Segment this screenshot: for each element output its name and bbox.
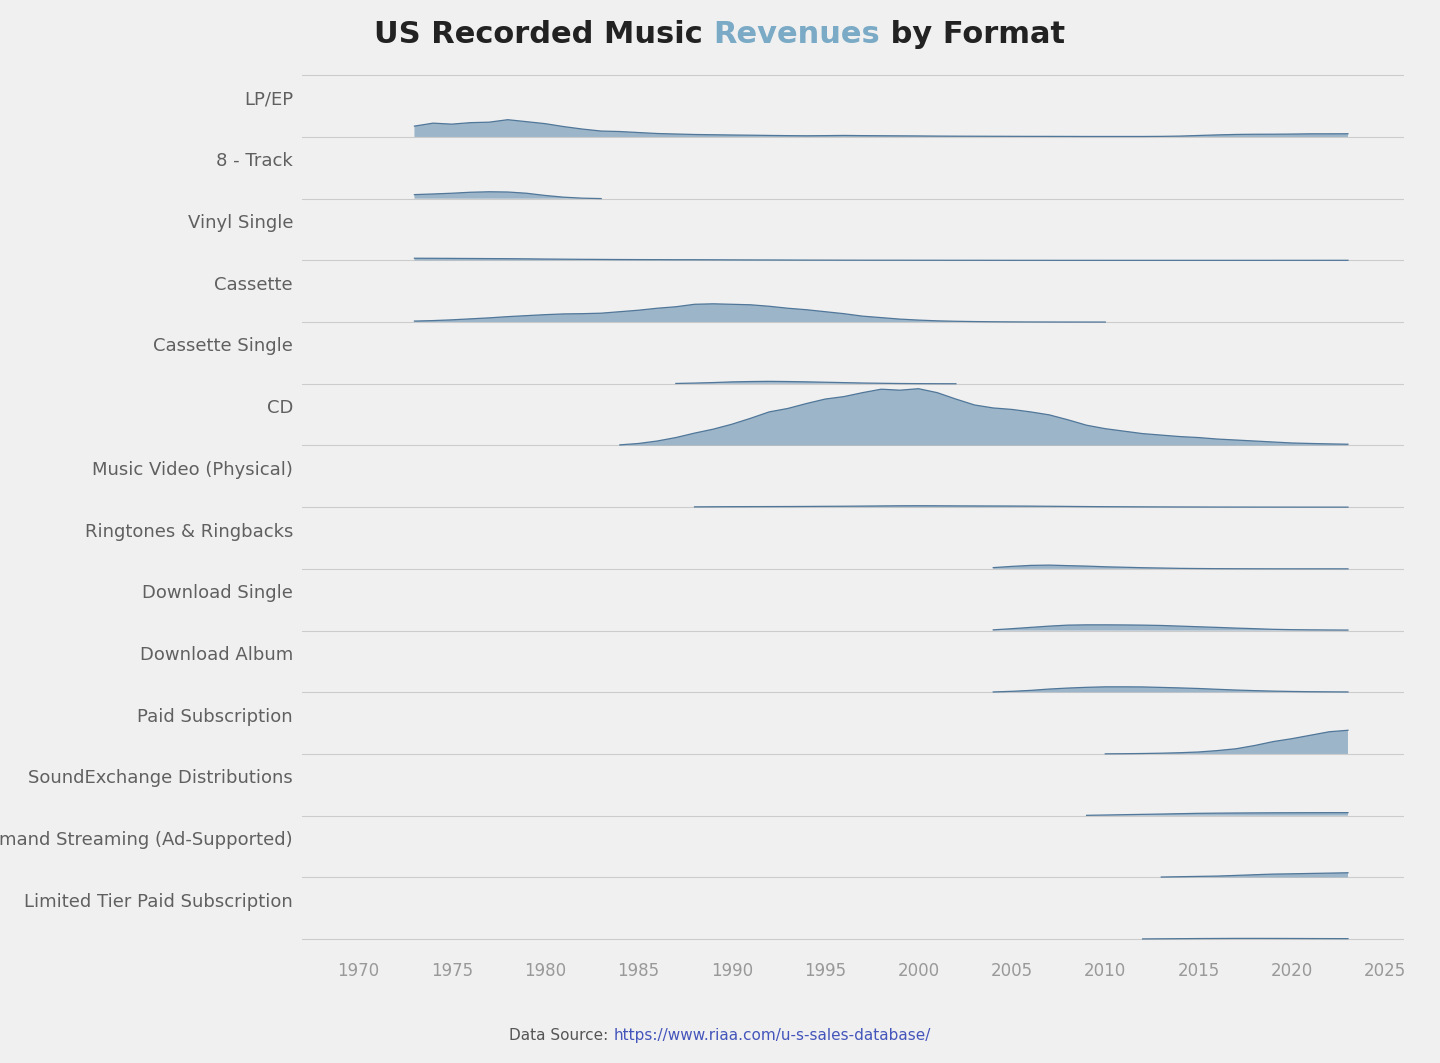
Polygon shape	[1106, 730, 1348, 754]
Polygon shape	[415, 191, 600, 199]
Text: 8 - Track: 8 - Track	[216, 152, 294, 170]
Text: by Format: by Format	[880, 19, 1066, 49]
Text: On-Demand Streaming (Ad-Supported): On-Demand Streaming (Ad-Supported)	[0, 831, 294, 849]
Text: Cassette: Cassette	[215, 275, 294, 293]
Text: Cassette Single: Cassette Single	[153, 337, 294, 355]
Text: Limited Tier Paid Subscription: Limited Tier Paid Subscription	[24, 893, 294, 911]
Polygon shape	[415, 258, 1348, 260]
Polygon shape	[994, 625, 1348, 630]
Text: US Recorded Music: US Recorded Music	[374, 19, 714, 49]
Text: SoundExchange Distributions: SoundExchange Distributions	[29, 770, 294, 788]
Text: https://www.riaa.com/u-s-sales-database/: https://www.riaa.com/u-s-sales-database/	[613, 1028, 930, 1043]
Text: Vinyl Single: Vinyl Single	[187, 214, 294, 232]
Polygon shape	[415, 304, 1106, 322]
Text: LP/EP: LP/EP	[243, 90, 294, 108]
Polygon shape	[619, 389, 1348, 445]
Text: Revenues: Revenues	[714, 19, 880, 49]
Polygon shape	[675, 382, 956, 384]
Polygon shape	[1161, 873, 1348, 877]
Polygon shape	[1087, 812, 1348, 815]
Polygon shape	[415, 120, 1348, 137]
Polygon shape	[994, 687, 1348, 692]
Text: Download Single: Download Single	[143, 585, 294, 603]
Polygon shape	[694, 506, 1348, 507]
Text: Ringtones & Ringbacks: Ringtones & Ringbacks	[85, 523, 294, 541]
Text: Data Source:: Data Source:	[510, 1028, 613, 1043]
Text: Paid Subscription: Paid Subscription	[137, 708, 294, 726]
Text: Music Video (Physical): Music Video (Physical)	[92, 461, 294, 478]
Text: CD: CD	[266, 400, 294, 417]
Polygon shape	[994, 566, 1348, 569]
Text: Download Album: Download Album	[140, 646, 294, 664]
